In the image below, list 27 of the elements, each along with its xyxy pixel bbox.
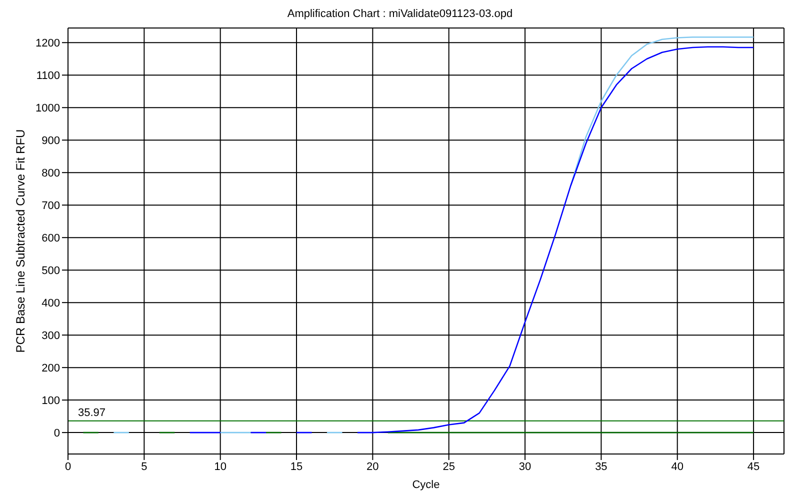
x-tick-label: 40	[671, 460, 684, 473]
y-tick-label: 300	[42, 330, 60, 342]
y-tick-label: 0	[54, 427, 60, 440]
x-tick-label: 20	[366, 460, 379, 473]
y-tick-label: 1000	[36, 102, 60, 115]
y-tick-label: 400	[42, 297, 60, 310]
x-tick-label: 25	[442, 460, 455, 473]
y-tick-label: 500	[42, 264, 60, 277]
y-tick-label: 900	[42, 135, 60, 148]
x-tick-label: 35	[595, 460, 608, 473]
x-tick-label: 0	[64, 460, 72, 473]
x-tick-label: 30	[518, 460, 532, 473]
x-tick-label: 5	[141, 460, 148, 473]
y-tick-label: 100	[42, 394, 60, 407]
x-tick-label: 15	[290, 460, 303, 473]
y-tick-label: 200	[42, 362, 60, 374]
x-tick-label: 45	[747, 460, 760, 473]
chart-title: Amplification Chart : miValidate091123-03.opd	[286, 8, 514, 22]
y-tick-label: 1100	[36, 70, 60, 82]
y-tick-label: 1200	[36, 38, 60, 50]
y-tick-label: 700	[42, 200, 60, 212]
x-tick-label: 10	[214, 460, 226, 473]
y-axis-title: PCR Base Line Subtracted Curve Fit RFU	[13, 129, 28, 353]
y-tick-label: 800	[42, 168, 60, 180]
y-tick-label: 600	[42, 232, 60, 244]
ref-line-label: 35.97	[78, 406, 106, 419]
x-axis-title: Cycle	[412, 479, 440, 491]
